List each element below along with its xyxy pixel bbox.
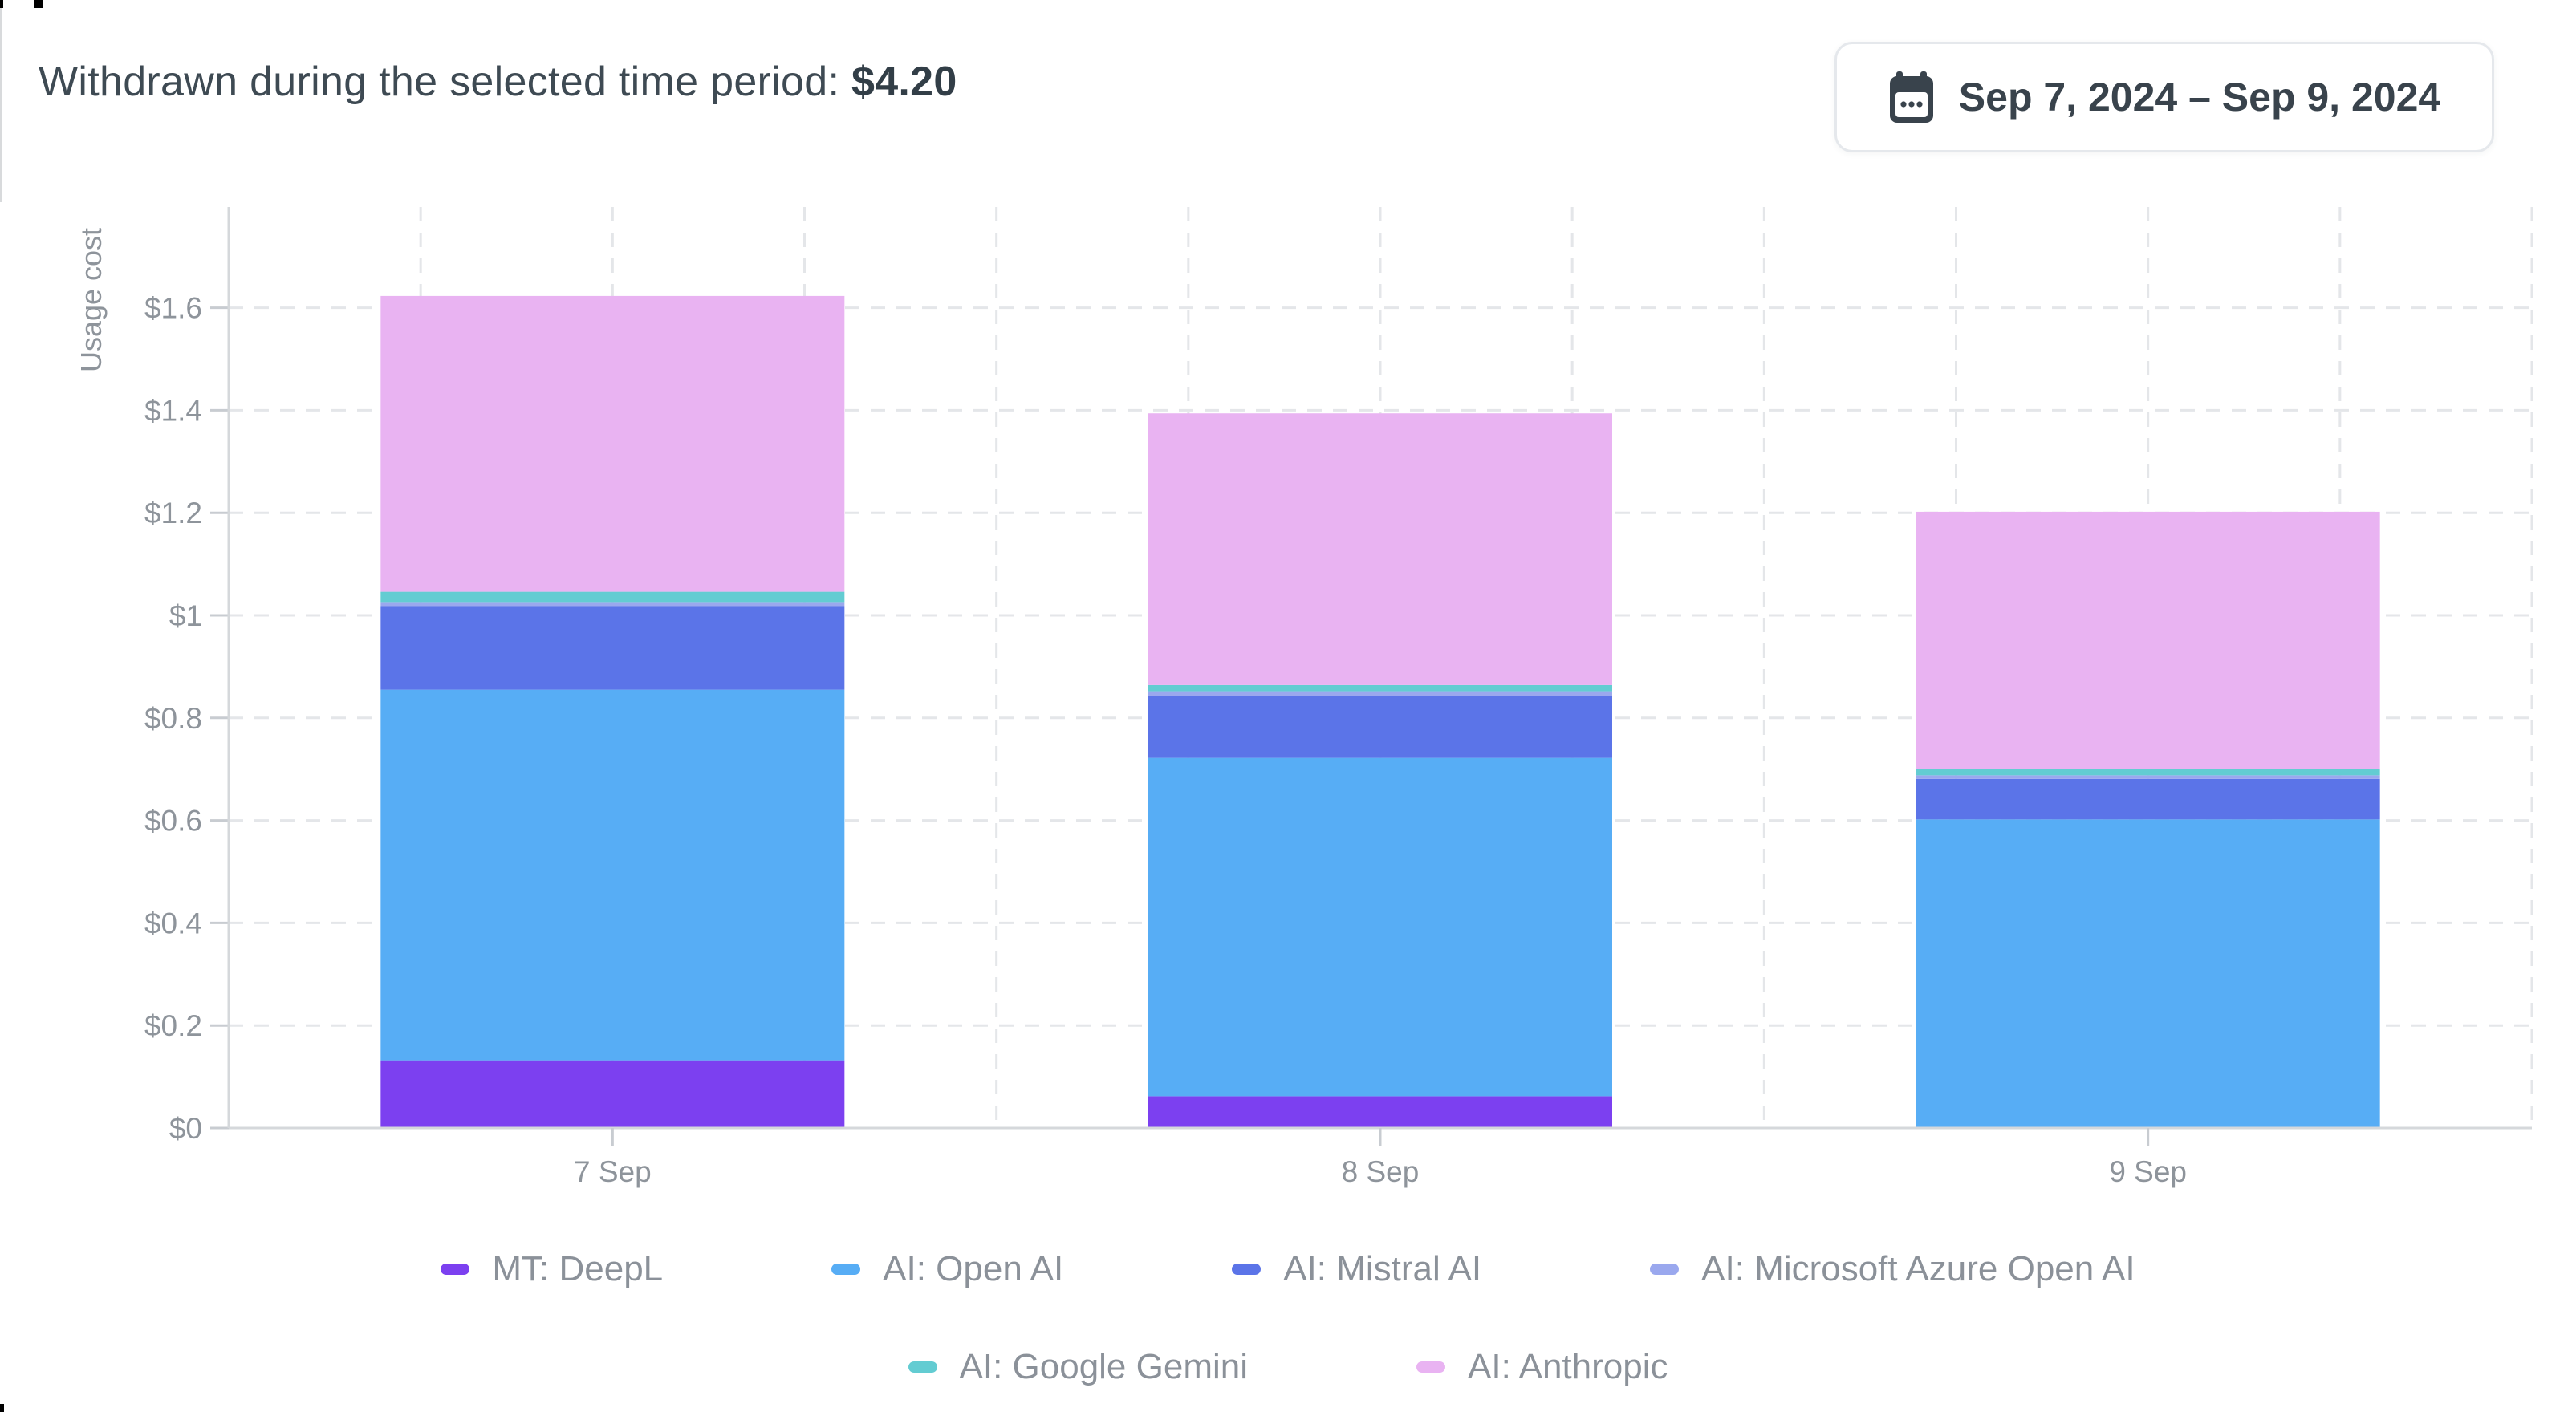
date-range-picker[interactable]: Sep 7, 2024 – Sep 9, 2024 [1834, 42, 2494, 152]
bar-segment-8-sep-ai-google-gemini[interactable] [1148, 684, 1612, 692]
y-tick-label: $1.2 [144, 497, 202, 530]
legend-label: MT: DeepL [492, 1249, 664, 1288]
usage-cost-chart: $0 $0.2 $0.4 $0.6 $0.8 $1 $1.2 $1.4 $1.6 7 Sep 8 S… [75, 207, 2533, 1188]
bar-segment-7-sep-mt-deepl[interactable] [380, 1060, 845, 1128]
legend-swatch-ai-mistral-ai [1232, 1264, 1262, 1275]
chart-legend-row-1: MT: DeepL AI: Open AI AI: Mistral AI AI: Mi… [0, 1236, 2576, 1303]
bar-segment-7-sep-ai-open-ai[interactable] [380, 689, 845, 1061]
bar-segment-9-sep-ai-anthropic[interactable] [1916, 511, 2380, 769]
legend-item-ai-anthropic[interactable]: AI: Anthropic [1416, 1347, 1668, 1387]
legend-item-ai-mistral-ai[interactable]: AI: Mistral AI [1232, 1249, 1481, 1289]
bar-segment-8-sep-ai-mistral-ai[interactable] [1148, 696, 1612, 758]
date-range-label: Sep 7, 2024 – Sep 9, 2024 [1958, 75, 2441, 120]
x-tick-label-7-sep: 7 Sep [574, 1155, 652, 1188]
legend-item-mt-deepl[interactable]: MT: DeepL [441, 1249, 663, 1289]
bar-segment-7-sep-ai-mistral-ai[interactable] [380, 606, 845, 690]
legend-label: AI: Anthropic [1468, 1347, 1668, 1386]
withdrawn-amount: $4.20 [851, 59, 957, 105]
x-tick-label-9-sep: 9 Sep [2109, 1155, 2187, 1188]
bar-segment-7-sep-ai-google-gemini[interactable] [380, 591, 845, 603]
y-tick-label: $1.4 [144, 394, 202, 427]
legend-label: AI: Microsoft Azure Open AI [1701, 1249, 2135, 1288]
y-tick-label: $0.8 [144, 702, 202, 735]
x-tick-label-8-sep: 8 Sep [1342, 1155, 1420, 1188]
y-axis-title: Usage cost [75, 228, 108, 372]
window-left-edge [0, 8, 2, 202]
screen-corner-artifact-top [34, 0, 43, 8]
chart-legend-row-2: AI: Google Gemini AI: Anthropic [0, 1333, 2576, 1401]
legend-label: AI: Open AI [883, 1249, 1064, 1288]
bar-segment-9-sep-ai-mistral-ai[interactable] [1916, 778, 2380, 820]
y-tick-label: $1 [169, 599, 202, 632]
withdrawn-label: Withdrawn during the selected time perio… [39, 59, 840, 105]
y-tick-label: $0.4 [144, 907, 202, 939]
bar-segment-8-sep-mt-deepl[interactable] [1148, 1096, 1612, 1128]
calendar-icon [1889, 71, 1933, 123]
y-tick-label: $1.6 [144, 292, 202, 325]
legend-swatch-ai-anthropic [1416, 1361, 1445, 1373]
bar-segment-9-sep-ai-microsoft-azure-open-ai[interactable] [1916, 775, 2380, 779]
legend-label: AI: Mistral AI [1283, 1249, 1482, 1288]
y-tick-label: $0.6 [144, 805, 202, 838]
bar-segment-8-sep-ai-anthropic[interactable] [1148, 413, 1612, 685]
legend-label: AI: Google Gemini [959, 1347, 1249, 1386]
y-tick-label: $0 [169, 1112, 202, 1145]
bar-segment-9-sep-ai-google-gemini[interactable] [1916, 769, 2380, 776]
legend-swatch-mt-deepl [441, 1264, 470, 1275]
legend-swatch-ai-google-gemini [908, 1361, 937, 1373]
bar-segment-7-sep-ai-anthropic[interactable] [380, 295, 845, 592]
legend-item-ai-open-ai[interactable]: AI: Open AI [831, 1249, 1063, 1289]
legend-item-ai-microsoft-azure-open-ai[interactable]: AI: Microsoft Azure Open AI [1650, 1249, 2135, 1289]
page-title: Withdrawn during the selected time perio… [39, 58, 957, 106]
bar-segment-9-sep-ai-open-ai[interactable] [1916, 819, 2380, 1128]
bar-segment-8-sep-ai-open-ai[interactable] [1148, 757, 1612, 1097]
screen-corner-artifact-top-left [0, 0, 3, 8]
legend-item-ai-google-gemini[interactable]: AI: Google Gemini [908, 1347, 1249, 1387]
bar-segment-8-sep-ai-microsoft-azure-open-ai[interactable] [1148, 691, 1612, 696]
y-tick-label: $0.2 [144, 1009, 202, 1042]
legend-swatch-ai-microsoft-azure-open-ai [1650, 1264, 1680, 1275]
bar-segment-7-sep-ai-microsoft-azure-open-ai[interactable] [380, 602, 845, 607]
screen-corner-artifact-bottom-left [0, 1404, 4, 1412]
legend-swatch-ai-open-ai [831, 1264, 861, 1275]
